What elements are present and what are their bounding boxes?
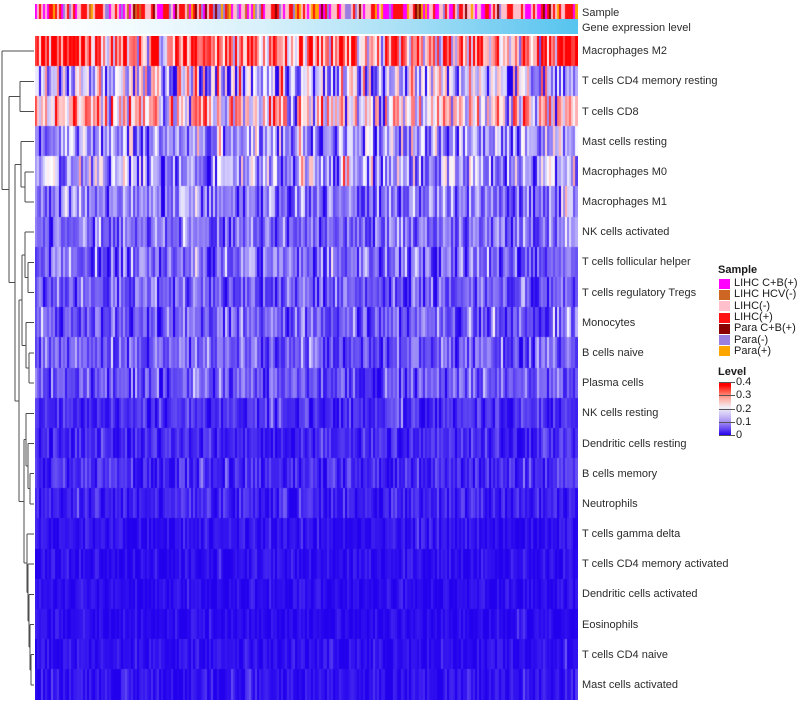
gene-expression-annotation-bar: [35, 19, 578, 34]
sample-legend-swatch: [719, 323, 730, 334]
sample-legend-label: LIHC(-): [734, 299, 771, 312]
level-tick-label: 0.4: [736, 376, 752, 389]
sample-legend-item: LIHC(+): [716, 312, 800, 323]
row-label-t-cells-follicular-helper: T cells follicular helper: [582, 256, 691, 269]
row-label-macrophages-m2: Macrophages M2: [582, 45, 667, 58]
row-label-t-cells-regulatory-tregs: T cells regulatory Tregs: [582, 286, 697, 299]
sample-legend-swatch: [719, 335, 730, 346]
row-label-nk-cells-activated: NK cells activated: [582, 226, 670, 239]
sample-annotation-label: Sample: [582, 7, 620, 19]
row-label-b-cells-naive: B cells naive: [582, 346, 644, 359]
sample-legend: Sample LIHC C+B(+) LIHC HCV(-) LIHC(-) LIHC…: [716, 264, 800, 357]
level-tick-mark: [719, 421, 735, 423]
row-label-t-cells-cd4-memory-resting: T cells CD4 memory resting: [582, 75, 718, 88]
row-label-eosinophils: Eosinophils: [582, 618, 639, 631]
sample-legend-item: LIHC C+B(+): [716, 278, 800, 289]
level-tick-mark: [719, 435, 735, 437]
row-label-macrophages-m0: Macrophages M0: [582, 165, 667, 178]
level-colorbar-wrap: 0.4 0.3 0.2 0.1 0: [719, 376, 800, 441]
level-tick-mark: [719, 408, 735, 410]
level-tick-label: 0.1: [736, 415, 752, 428]
row-dendrogram-svg: [1, 50, 34, 686]
row-label-column: Sample Gene expression level Macrophages…: [582, 7, 782, 700]
sample-legend-item: Para(-): [716, 333, 800, 346]
row-label-mast-cells-resting: Mast cells resting: [582, 135, 667, 148]
sample-legend-item: LIHC(-): [716, 299, 800, 312]
sample-annotation-canvas: [35, 4, 578, 19]
sample-legend-label: LIHC C+B(+): [734, 277, 798, 290]
row-label-neutrophils: Neutrophils: [582, 497, 638, 510]
row-label-nk-cells-resting: NK cells resting: [582, 407, 659, 420]
sample-legend-item: Para(+): [716, 344, 800, 357]
sample-legend-label: LIHC HCV(-): [734, 288, 797, 301]
row-label-t-cells-cd4-memory-activated: T cells CD4 memory activated: [582, 558, 729, 571]
sample-legend-swatch: [719, 312, 730, 323]
sample-annotation-bar: [35, 4, 578, 19]
level-tick-mark: [719, 395, 735, 397]
sample-legend-label: Para(-): [734, 333, 769, 346]
sample-legend-swatch: [719, 346, 730, 357]
row-dendrogram: [0, 36, 35, 700]
sample-legend-label: Para(+): [734, 344, 771, 357]
row-label-dendritic-cells-activated: Dendritic cells activated: [582, 588, 698, 601]
heatmap-body: [35, 36, 578, 700]
sample-legend-swatch: [719, 278, 730, 289]
row-label-dendritic-cells-resting: Dendritic cells resting: [582, 437, 687, 450]
sample-legend-swatch: [719, 301, 730, 312]
gene-expression-annotation-label: Gene expression level: [582, 22, 691, 34]
sample-legend-label: Para C+B(+): [734, 322, 796, 335]
level-tick-mark: [719, 382, 735, 384]
heatmap-canvas: [35, 36, 578, 700]
sample-legend-item: LIHC HCV(-): [716, 289, 800, 300]
legend-panel: Sample LIHC C+B(+) LIHC HCV(-) LIHC(-) LIHC…: [716, 264, 800, 441]
row-label-t-cells-cd4-naive: T cells CD4 naive: [582, 648, 668, 661]
row-label-mast-cells-activated: Mast cells activated: [582, 678, 678, 691]
row-label-b-cells-memory: B cells memory: [582, 467, 658, 480]
level-tick-label: 0: [736, 429, 743, 442]
level-tick-label: 0.2: [736, 402, 752, 415]
row-label-monocytes: Monocytes: [582, 316, 636, 329]
sample-legend-items: LIHC C+B(+) LIHC HCV(-) LIHC(-) LIHC(+) Para…: [716, 278, 800, 357]
gene-expression-canvas: [35, 19, 578, 34]
level-legend: Level 0.4 0.3 0.2 0.1 0: [716, 366, 800, 441]
sample-legend-title: Sample: [718, 264, 758, 276]
row-label-t-cells-gamma-delta: T cells gamma delta: [582, 528, 681, 540]
level-tick-label: 0.3: [736, 389, 752, 402]
sample-legend-swatch: [719, 289, 730, 300]
row-label-t-cells-cd8: T cells CD8: [582, 105, 639, 118]
level-legend-title: Level: [718, 366, 747, 379]
row-label-macrophages-m1: Macrophages M1: [582, 196, 667, 208]
row-label-plasma-cells: Plasma cells: [582, 377, 644, 390]
sample-legend-item: Para C+B(+): [716, 323, 800, 334]
sample-legend-label: LIHC(+): [734, 311, 773, 324]
